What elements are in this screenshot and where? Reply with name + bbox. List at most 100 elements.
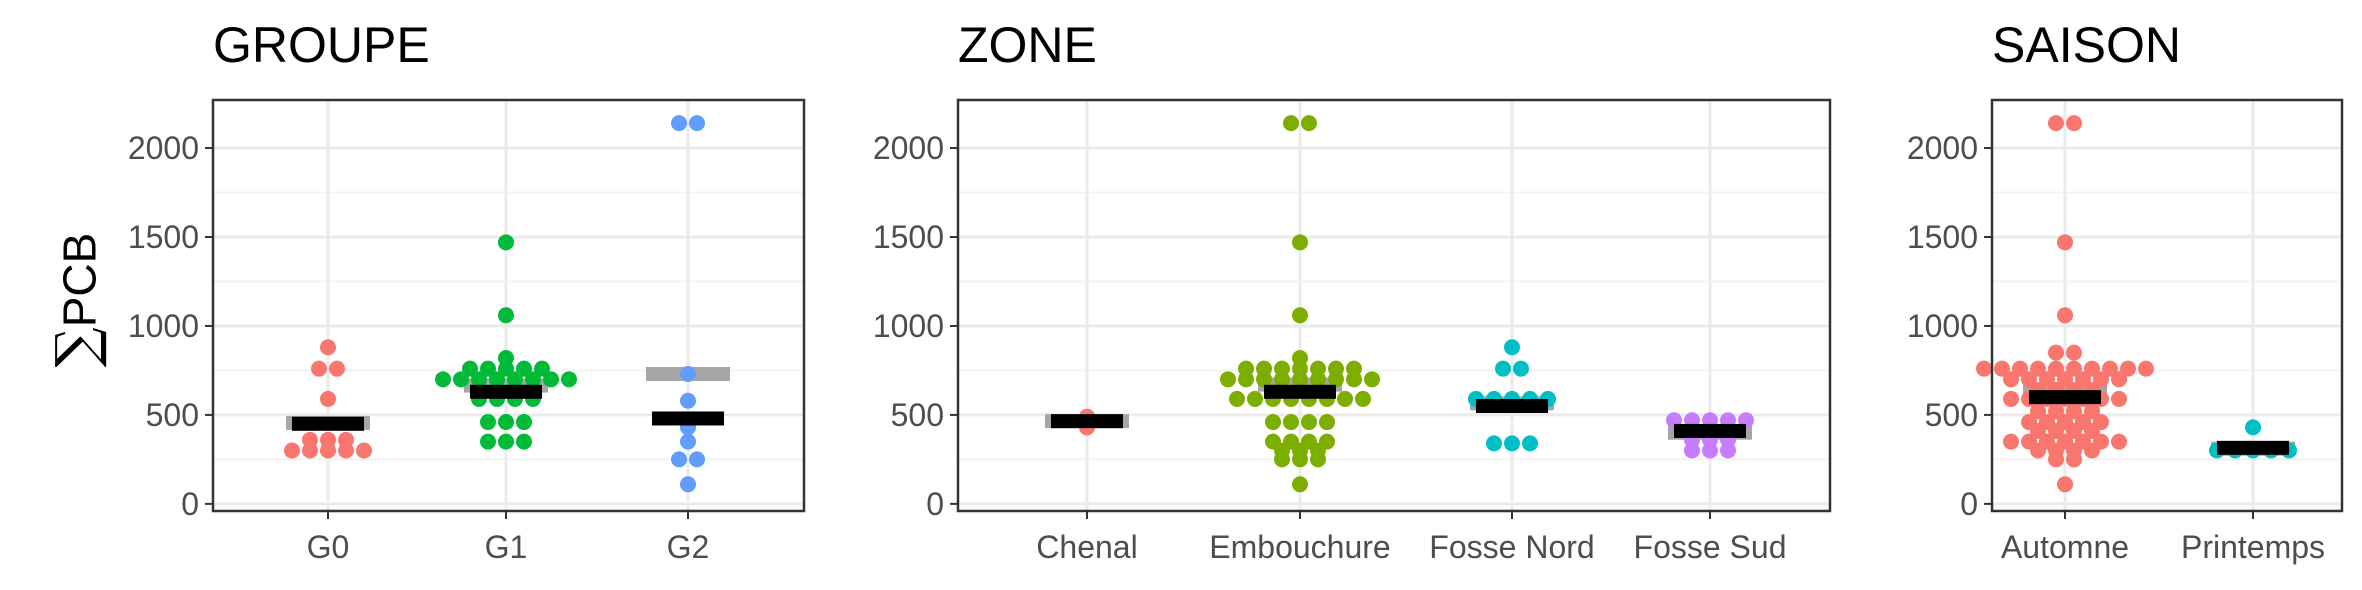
data-point [2057, 433, 2073, 450]
data-point [680, 392, 696, 409]
data-point [2012, 360, 2028, 377]
data-point [1522, 435, 1538, 452]
data-point [1274, 360, 1290, 377]
data-point [1265, 414, 1281, 431]
data-point [1328, 360, 1344, 377]
data-point [2057, 371, 2073, 388]
panel-border [211, 98, 806, 513]
data-point [1513, 360, 1529, 377]
data-point [1301, 414, 1317, 431]
data-point [2066, 403, 2082, 420]
data-point [2075, 371, 2091, 388]
data-point [489, 371, 505, 388]
data-point [2021, 371, 2037, 388]
data-point [2030, 360, 2046, 377]
data-point [2138, 360, 2154, 377]
data-point [2057, 476, 2073, 493]
data-point [2093, 371, 2109, 388]
data-point [1283, 414, 1299, 431]
y-tick-label: 2000 [128, 130, 199, 166]
y-tick-label: 1000 [873, 308, 944, 344]
data-point [2102, 360, 2118, 377]
data-point [680, 366, 696, 382]
panel-background [213, 100, 804, 511]
data-point [2057, 234, 2073, 251]
y-tick-label: 0 [1960, 486, 1978, 522]
data-point [1292, 476, 1308, 493]
data-point [1310, 360, 1326, 377]
data-point [356, 442, 372, 459]
data-point [1994, 360, 2010, 377]
panel-border [1990, 98, 2344, 513]
y-tick-label: 500 [146, 397, 199, 433]
data-point [462, 360, 478, 377]
x-tick-label: Printemps [2181, 529, 2325, 565]
data-point [2021, 433, 2037, 450]
data-point [671, 115, 687, 132]
data-point [516, 360, 532, 377]
data-point [2039, 414, 2055, 431]
panel-border [956, 98, 1832, 513]
data-point [516, 414, 532, 431]
data-point [2030, 403, 2046, 420]
data-point [2084, 360, 2100, 377]
data-point [516, 433, 532, 450]
data-point [1220, 371, 1236, 388]
data-point [329, 360, 345, 377]
mean-bar [2029, 390, 2101, 405]
data-point [525, 371, 541, 388]
y-axis-label-text: PCB [53, 232, 106, 328]
data-point [2066, 344, 2082, 361]
data-point [1495, 360, 1511, 377]
data-point [320, 431, 336, 448]
data-point [680, 476, 696, 493]
y-tick-label: 2000 [1907, 130, 1978, 166]
x-tick-label: Automne [2001, 529, 2129, 565]
data-point [453, 371, 469, 388]
data-point [2057, 414, 2073, 431]
data-point [507, 371, 523, 388]
data-point [2048, 360, 2064, 377]
data-point [498, 414, 514, 431]
data-point [1256, 360, 1272, 377]
data-point [2003, 390, 2019, 407]
mean-bar [1264, 384, 1336, 399]
data-point [2084, 403, 2100, 420]
x-tick-label: Fosse Nord [1429, 529, 1594, 565]
panel-title: GROUPE [213, 17, 430, 73]
data-point [671, 451, 687, 468]
data-point [2003, 371, 2019, 388]
data-point [2111, 433, 2127, 450]
data-point [689, 115, 705, 132]
data-point [2066, 360, 2082, 377]
data-point [2093, 414, 2109, 431]
data-point [1319, 433, 1335, 450]
data-point [561, 371, 577, 388]
data-point [2120, 360, 2136, 377]
data-point [1504, 339, 1520, 356]
y-tick-label: 1500 [873, 219, 944, 255]
data-point [680, 433, 696, 450]
x-tick-label: G1 [485, 529, 528, 565]
y-tick-label: 1000 [128, 308, 199, 344]
data-point [498, 234, 514, 251]
data-point [498, 307, 514, 324]
x-tick-label: Fosse Sud [1634, 529, 1787, 565]
panel-title: SAISON [1992, 17, 2181, 73]
panel-zone: ZONE 0 500 1000 1500 2000 Chenal Embouchure Foss… [873, 17, 1832, 565]
data-point [284, 442, 300, 459]
data-point [1504, 435, 1520, 452]
data-point [2039, 371, 2055, 388]
data-point [534, 360, 550, 377]
y-tick-label: 1500 [128, 219, 199, 255]
data-point [471, 371, 487, 388]
data-point [480, 360, 496, 377]
data-point [1247, 390, 1263, 407]
data-point [338, 431, 354, 448]
mean-bar [292, 416, 364, 431]
x-tick-label: Chenal [1036, 529, 1137, 565]
y-tick-label: 2000 [873, 130, 944, 166]
data-point [480, 433, 496, 450]
data-point [2021, 414, 2037, 431]
data-point [302, 431, 318, 448]
